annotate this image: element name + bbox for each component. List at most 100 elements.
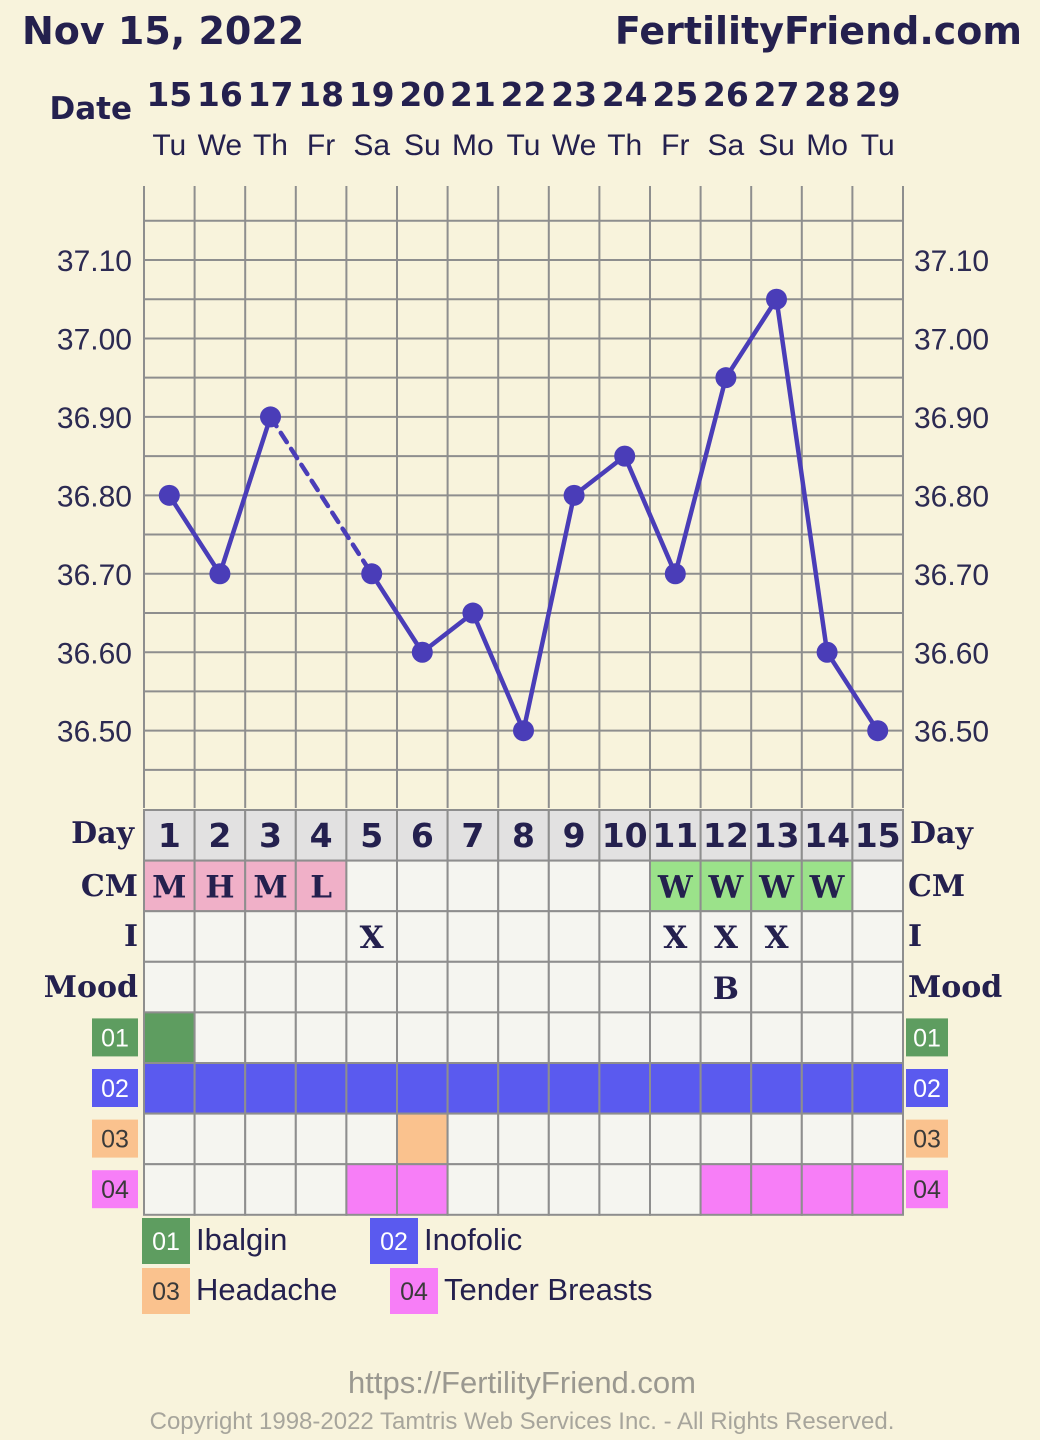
cm-cell (649, 859, 702, 913)
date-label: 19 (349, 75, 395, 114)
temp-line-segment (420, 610, 476, 655)
intercourse-row-label-right: I (908, 919, 922, 954)
cm-cell (193, 859, 247, 913)
weekday-label: Su (758, 129, 795, 162)
med-badge-left-code: 04 (101, 1176, 129, 1204)
cycle-day-number: 13 (754, 816, 800, 855)
cm-mark: M (152, 870, 186, 906)
y-tick-left: 36.50 (57, 716, 132, 749)
cycle-day-number: 4 (310, 816, 333, 855)
temp-point (260, 406, 281, 428)
cycle-day-number: 1 (158, 816, 181, 855)
y-tick-left: 36.60 (57, 637, 132, 670)
med01-cell (193, 1011, 247, 1065)
med02-cell (699, 1062, 753, 1115)
chart-date-title: Nov 15, 2022 (22, 9, 304, 53)
mood-cell (396, 960, 449, 1014)
med-badge-right (906, 1170, 948, 1209)
cycle-day-number: 5 (360, 816, 383, 855)
date-label: 24 (602, 75, 648, 114)
mood-cell (446, 960, 500, 1014)
weekday-label: Fr (661, 129, 689, 162)
med01-cell (143, 1011, 196, 1065)
intercourse-mark: X (360, 920, 385, 956)
site-name: FertilityFriend.com (615, 9, 1022, 53)
y-tick-right: 36.70 (914, 559, 989, 592)
y-tick-left: 37.00 (57, 323, 132, 356)
cycle-day-number: 11 (652, 816, 698, 855)
med03-cell (446, 1112, 500, 1166)
med04-cell (396, 1163, 449, 1216)
med02-cell (851, 1062, 905, 1115)
cm-cell (396, 859, 449, 913)
weekday-label: Su (404, 129, 441, 162)
med04-cell (699, 1163, 753, 1216)
weekday-label: Th (253, 129, 288, 162)
date-label: 16 (197, 75, 243, 114)
y-tick-left: 36.90 (57, 402, 132, 435)
med03-cell (294, 1112, 348, 1166)
med01-cell (851, 1011, 905, 1065)
date-label: 22 (501, 75, 547, 114)
temp-point (664, 563, 686, 585)
intercourse-cell (547, 910, 601, 963)
med04-cell (143, 1163, 196, 1216)
med-badge-left (92, 1018, 138, 1057)
y-tick-left: 36.70 (57, 559, 132, 592)
temp-point (411, 641, 433, 663)
cycle-day-number: 14 (804, 816, 850, 855)
y-tick-left: 36.80 (57, 480, 132, 513)
med-badge-left-code: 03 (101, 1126, 129, 1154)
cycle-day-number: 15 (855, 816, 901, 855)
med02-cell (800, 1062, 854, 1115)
med02-cell (294, 1062, 348, 1115)
day-row-label-left: Day (71, 816, 135, 851)
med04-cell (598, 1163, 652, 1216)
med-badge-right-code: 03 (913, 1126, 941, 1154)
mood-row-label-right: Mood (908, 970, 1002, 1005)
med01-cell (800, 1011, 854, 1065)
temp-line-segment (673, 375, 729, 577)
cm-mark: L (310, 870, 332, 906)
cm-cell (497, 859, 550, 913)
intercourse-cell (851, 910, 905, 963)
med03-cell (800, 1112, 854, 1166)
cm-mark: W (809, 870, 846, 906)
cycle-day-number: 6 (411, 816, 434, 855)
med03-cell (244, 1112, 297, 1166)
y-tick-right: 36.80 (914, 480, 989, 513)
intercourse-cell (800, 910, 854, 963)
temp-point (867, 720, 889, 742)
weekday-label: We (552, 129, 596, 162)
weekday-label: Sa (353, 129, 390, 162)
med-badge-right (906, 1018, 948, 1057)
med-badge-right-code: 02 (913, 1075, 941, 1103)
med04-cell (851, 1163, 905, 1216)
temp-line-segment (217, 414, 273, 577)
date-label: 28 (804, 75, 850, 114)
mood-row-label-left: Mood (44, 970, 138, 1005)
temp-line-segment (723, 296, 779, 380)
med03-cell (851, 1112, 905, 1166)
intercourse-row-label-left: I (124, 919, 138, 954)
med03-cell (649, 1112, 702, 1166)
legend-label: Inofolic (424, 1222, 522, 1257)
legend-swatch (142, 1218, 190, 1264)
mood-mark: B (713, 971, 739, 1007)
med03-cell (598, 1112, 652, 1166)
date-label: 20 (399, 75, 445, 114)
intercourse-cell (598, 910, 652, 963)
mood-cell (143, 960, 196, 1014)
footer-copyright: Copyright 1998-2022 Tamtris Web Services… (150, 1408, 895, 1435)
cycle-day-number: 10 (602, 816, 648, 855)
med-badge-right (906, 1119, 948, 1158)
med01-cell (294, 1011, 348, 1065)
temp-line-segment (470, 610, 526, 733)
temp-line-segment (824, 650, 880, 733)
med03-cell (547, 1112, 601, 1166)
med03-cell (699, 1112, 753, 1166)
med-badge-left (92, 1119, 138, 1158)
temp-line-segment (521, 493, 577, 733)
weekday-label: Sa (708, 129, 745, 162)
med01-cell (244, 1011, 297, 1065)
